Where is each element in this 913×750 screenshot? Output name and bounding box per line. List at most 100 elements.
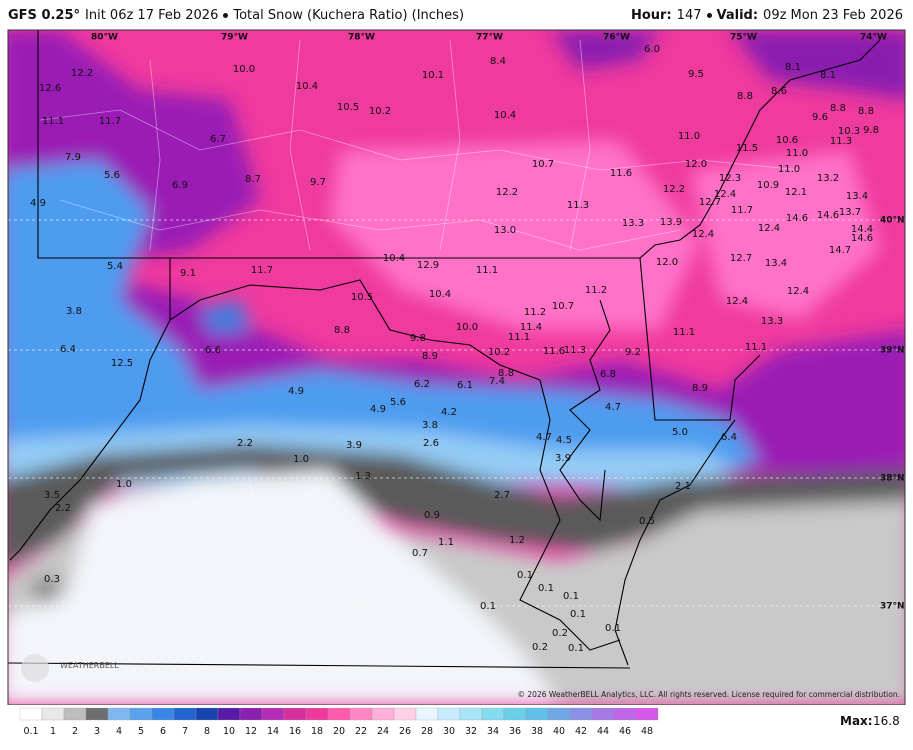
- snow-value: 1.1: [438, 537, 454, 548]
- snow-value: 10.7: [552, 301, 574, 312]
- snow-value: 2.1: [675, 481, 691, 492]
- snow-value: 4.9: [288, 386, 304, 397]
- snow-value: 11.0: [786, 148, 808, 159]
- colorbar-swatch: [591, 707, 615, 721]
- colorbar-label: 0.1: [23, 726, 38, 737]
- colorbar-label: 12: [245, 726, 257, 737]
- colorbar-label: 5: [138, 726, 144, 737]
- logo: WEATHERBELL: [21, 654, 119, 682]
- snow-value: 11.5: [736, 143, 758, 154]
- colorbar-swatch: [305, 707, 329, 721]
- snow-value: 4.9: [30, 198, 46, 209]
- snow-value: 4.5: [556, 435, 572, 446]
- snow-value: 10.4: [383, 253, 405, 264]
- longitude-label: 80°W: [91, 33, 118, 43]
- colorbar-swatch: [151, 707, 175, 721]
- snow-value: 6.2: [414, 379, 430, 390]
- snow-value: 1.2: [509, 535, 525, 546]
- snow-value: 8.8: [334, 325, 350, 336]
- colorbar-swatch: [195, 707, 219, 721]
- snow-value: 12.2: [71, 68, 93, 79]
- colorbar-label: 20: [333, 726, 345, 737]
- longitude-label: 75°W: [730, 33, 757, 43]
- colorbar-label: 16: [289, 726, 301, 737]
- colorbar-label: 6: [160, 726, 166, 737]
- snow-value: 3.5: [44, 490, 60, 501]
- snow-value: 0.7: [412, 548, 428, 559]
- colorbar-swatch: [327, 707, 351, 721]
- snow-value: 12.4: [758, 223, 780, 234]
- snow-value: 0.1: [538, 583, 554, 594]
- snow-value: 0.2: [552, 628, 568, 639]
- colorbar-swatch: [371, 707, 395, 721]
- snow-value: 11.1: [42, 116, 64, 127]
- colorbar-swatch: [569, 707, 593, 721]
- colorbar-swatch: [261, 707, 285, 721]
- snow-value: 11.1: [508, 332, 530, 343]
- colorbar-label: 44: [597, 726, 609, 737]
- colorbar-label: 26: [399, 726, 411, 737]
- snow-value: 6.4: [721, 432, 737, 443]
- colorbar-label: 34: [487, 726, 499, 737]
- snow-value: 11.2: [524, 307, 546, 318]
- snow-value: 10.4: [429, 289, 451, 300]
- colorbar-label: 24: [377, 726, 389, 737]
- header-right: Hour: 147 Valid: 09z Mon 23 Feb 2026: [631, 8, 903, 23]
- colorbar-label: 46: [619, 726, 631, 737]
- colorbar-swatch: [393, 707, 417, 721]
- snow-value: 12.2: [496, 187, 518, 198]
- snow-value: 11.1: [476, 265, 498, 276]
- borders: [8, 30, 881, 669]
- snow-value: 13.3: [761, 316, 783, 327]
- valid: 09z Mon 23 Feb 2026: [763, 7, 903, 23]
- snow-value: 7.9: [65, 152, 81, 163]
- colorbar-swatch: [217, 707, 241, 721]
- header-left: GFS 0.25° Init 06z 17 Feb 2026 Total Sno…: [8, 8, 464, 23]
- colorbar-label: 38: [531, 726, 543, 737]
- latitude-label: 37°N: [880, 602, 905, 612]
- colorbar-swatch: [415, 707, 439, 721]
- header: GFS 0.25° Init 06z 17 Feb 2026 Total Sno…: [0, 0, 913, 30]
- snow-value: 6.7: [210, 134, 226, 145]
- colorbar-swatch: [85, 707, 109, 721]
- snow-value: 5.6: [390, 397, 406, 408]
- snow-value: 5.6: [104, 170, 120, 181]
- longitude-label: 74°W: [860, 33, 887, 43]
- colorbar-swatch: [63, 707, 87, 721]
- snow-value: 11.7: [251, 265, 273, 276]
- snow-value: 12.1: [785, 187, 807, 198]
- snow-value: 14.6: [851, 233, 873, 244]
- colorbar-swatch: [481, 707, 505, 721]
- latitude-label: 40°N: [880, 216, 905, 226]
- snow-value: 14.6: [817, 210, 839, 221]
- snow-value: 9.8: [863, 125, 879, 136]
- init: Init 06z 17 Feb 2026: [85, 7, 219, 23]
- snow-value: 11.1: [673, 327, 695, 338]
- snow-value: 10.4: [296, 81, 318, 92]
- snow-value: 14.6: [786, 213, 808, 224]
- map-labels: 80°W 79°W 78°W 77°W 76°W 75°W 74°W 40°N 39°N 38°N…: [30, 33, 905, 655]
- colorbar-swatch: [349, 707, 373, 721]
- snow-value: 12.4: [692, 229, 714, 240]
- colorbar-swatch: [129, 707, 153, 721]
- snow-value: 11.7: [99, 116, 121, 127]
- latitude-label: 39°N: [880, 346, 905, 356]
- snow-value: 1.3: [355, 471, 371, 482]
- snow-value: 13.4: [846, 191, 868, 202]
- colorbar-label: 36: [509, 726, 521, 737]
- snow-value: 12.7: [699, 197, 721, 208]
- snow-value: 7.4: [489, 376, 505, 387]
- valid-label: Valid:: [716, 7, 759, 23]
- colorbar-label: 1: [50, 726, 56, 737]
- snow-value: 3.8: [422, 420, 438, 431]
- snow-value: 9.5: [688, 69, 704, 80]
- snow-value: 2.2: [55, 503, 71, 514]
- snow-value: 8.9: [692, 383, 708, 394]
- snow-value: 11.2: [585, 285, 607, 296]
- snow-value: 11.6: [543, 346, 565, 357]
- snow-value: 6.0: [644, 44, 660, 55]
- snow-value: 0.2: [532, 642, 548, 653]
- colorbar-label: 8: [204, 726, 210, 737]
- snow-value: 14.7: [829, 245, 851, 256]
